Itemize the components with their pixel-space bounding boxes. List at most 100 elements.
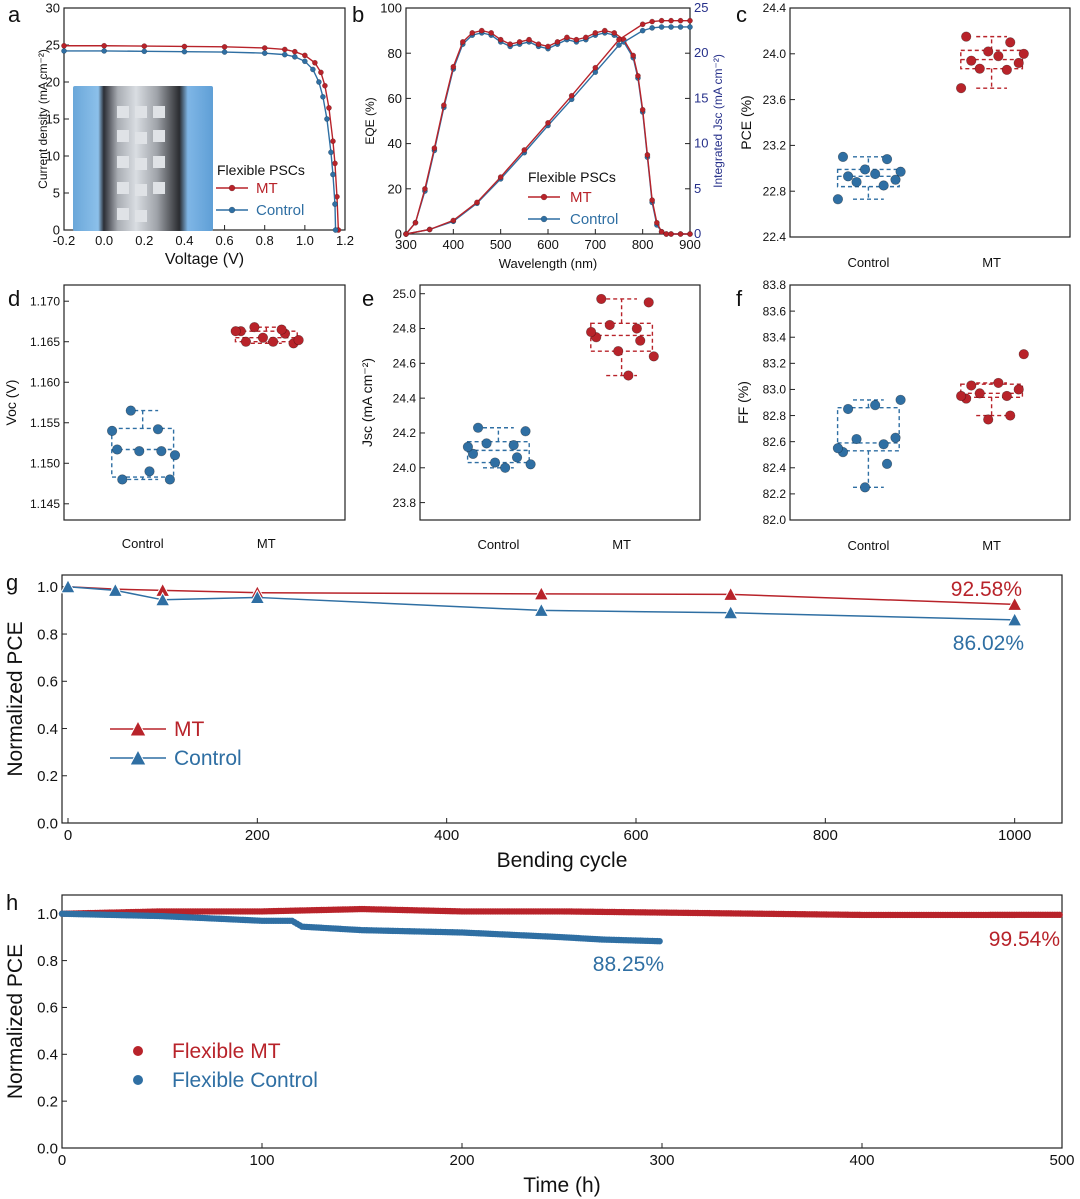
panel-c-point-Control: [870, 168, 881, 180]
panel-b-label: b: [352, 2, 364, 27]
panel-e-category-MT: MT: [612, 537, 631, 552]
panel-c-point-MT: [956, 83, 967, 94]
panel-b-point-jsc-control: [687, 24, 693, 30]
panel-a-point-Control: [310, 66, 316, 73]
panel-d-ytick-label: 1.160: [30, 375, 60, 389]
panel-b-point-jsc-mt: [450, 217, 457, 224]
panel-e-ytick-label: 25.0: [393, 287, 417, 301]
panel-f-ytick-label: 83.6: [763, 304, 787, 318]
panel-g-legend-marker-Control: [129, 748, 147, 766]
panel-d-ylabel: Voc (V): [3, 380, 19, 426]
panel-e-point-Control: [525, 459, 536, 470]
panel-b-point-jsc-control: [677, 24, 684, 30]
panel-g-xtick-label: 800: [813, 827, 838, 844]
panel-f-point-Control: [870, 400, 881, 411]
panel-a-xtick-label: 0.2: [135, 233, 153, 248]
panel-d-point-MT: [230, 326, 241, 337]
panel-h-xtick-label: 100: [249, 1152, 274, 1169]
panel-b-y2tick-label: 25: [694, 0, 708, 15]
panel-e-frame: [419, 284, 701, 521]
panel-c-ytick-label: 22.4: [763, 230, 787, 244]
panel-f-point-MT: [993, 377, 1004, 389]
panel-h-legend-marker: [133, 1075, 143, 1085]
inset-photo-electrode: [153, 130, 165, 142]
panel-b-point-eqe-mt: [658, 228, 665, 235]
panel-f-point-MT: [983, 414, 994, 425]
panel-h-ylabel: Normalized PCE: [4, 944, 27, 1099]
panel-a-point-Control: [291, 53, 298, 60]
panel-a-point-Control: [330, 171, 336, 178]
panel-e-point-Control: [508, 440, 519, 451]
panel-d-ytick-label: 1.165: [30, 335, 60, 349]
panel-h-ytick-label: 1.0: [37, 906, 58, 923]
panel-g-legend-label-Control: Control: [174, 747, 242, 770]
panel-h-legend-label: Flexible MT: [172, 1040, 281, 1063]
panel-g-marker-Control: [1006, 611, 1023, 627]
panel-b-legend-marker-Control: [540, 215, 548, 223]
panel-a-point-Control: [101, 48, 107, 54]
panel-b-point-jsc-mt: [639, 21, 646, 28]
panel-f-point-Control: [851, 433, 862, 445]
panel-b-point-jsc-mt: [474, 199, 480, 206]
panel-a-legend-marker-Control: [228, 206, 236, 214]
panel-c-point-MT: [983, 46, 994, 57]
inset-photo-electrode: [153, 156, 165, 168]
panel-b-y2label: Integrated Jsc (mA cm⁻²): [711, 54, 725, 188]
panel-a-point-MT: [221, 44, 228, 50]
panel-b-point-eqe-mt: [422, 185, 428, 192]
panel-b-xtick-label: 700: [584, 237, 606, 252]
panel-b-point-eqe-mt: [663, 231, 670, 237]
panel-g-ytick-label: 0.8: [37, 626, 58, 643]
panel-b-point-eqe-mt: [497, 36, 504, 43]
panel-d-point-MT: [276, 324, 287, 335]
panel-c-frame: [789, 7, 1071, 238]
panel-a-ytick-label: 15: [46, 112, 60, 127]
panel-b-point-jsc-control: [658, 24, 665, 30]
panel-g-ylabel: Normalized PCE: [4, 621, 27, 776]
panel-e-ytick-label: 24.8: [393, 322, 417, 336]
panel-f-ytick-label: 82.6: [763, 435, 787, 449]
panel-b-point-jsc-mt: [658, 17, 665, 24]
panel-b-legend-marker-MT: [540, 193, 548, 201]
panel-b-ytick-label: 60: [388, 91, 402, 106]
panel-f-point-Control: [842, 403, 854, 415]
panel-b-point-jsc-mt: [668, 17, 674, 24]
panel-d-label: d: [8, 286, 20, 311]
panel-c-point-MT: [1001, 64, 1012, 75]
panel-a-point-MT: [326, 105, 332, 111]
panel-g-ytick-label: 0.4: [37, 721, 58, 738]
panel-b-point-jsc-control: [668, 24, 674, 30]
panel-b-point-eqe-mt: [630, 52, 637, 59]
panel-e-point-Control: [467, 448, 479, 459]
panel-b-point-eqe-mt: [687, 231, 693, 237]
panel-b-xtick-label: 500: [490, 237, 512, 252]
panel-e-ytick-label: 23.8: [393, 496, 417, 510]
panel-a-legend-label-MT: MT: [256, 180, 278, 197]
panel-b-ytick-label: 100: [380, 1, 402, 16]
panel-f-ylabel: FF (%): [735, 381, 751, 424]
panel-g-xtick-label: 400: [434, 827, 459, 844]
panel-g-marker-Control: [60, 578, 76, 594]
panel-f-point-MT: [1018, 349, 1029, 360]
panel-b-point-eqe-mt: [554, 39, 561, 45]
panel-e-point-MT: [648, 351, 659, 362]
inset-photo-electrode: [135, 106, 147, 118]
panel-a-point-Control: [332, 201, 338, 207]
panel-b-point-eqe-mt: [516, 39, 523, 45]
panel-c-point-MT: [966, 55, 977, 66]
panel-d-ytick-label: 1.155: [30, 416, 60, 430]
panel-c-point-MT: [1005, 37, 1016, 48]
panel-a-ytick-label: 10: [46, 149, 60, 164]
panel-g-marker-MT: [722, 586, 739, 601]
panel-g-ytick-label: 0.6: [37, 674, 58, 691]
panel-c-point-Control: [878, 180, 889, 191]
panel-d-frame: [63, 284, 346, 521]
panel-h-point-Flexible-MT: [1056, 911, 1063, 919]
panel-d-point-Control: [125, 405, 136, 416]
panel-c-point-Control: [895, 166, 906, 177]
panel-b-point-jsc-mt: [687, 17, 693, 24]
panel-a-point-Control: [221, 49, 228, 55]
panel-a-ytick-label: 5: [53, 186, 60, 201]
panel-b-point-eqe-mt: [654, 219, 660, 226]
panel-b-point-jsc-mt: [497, 174, 504, 180]
